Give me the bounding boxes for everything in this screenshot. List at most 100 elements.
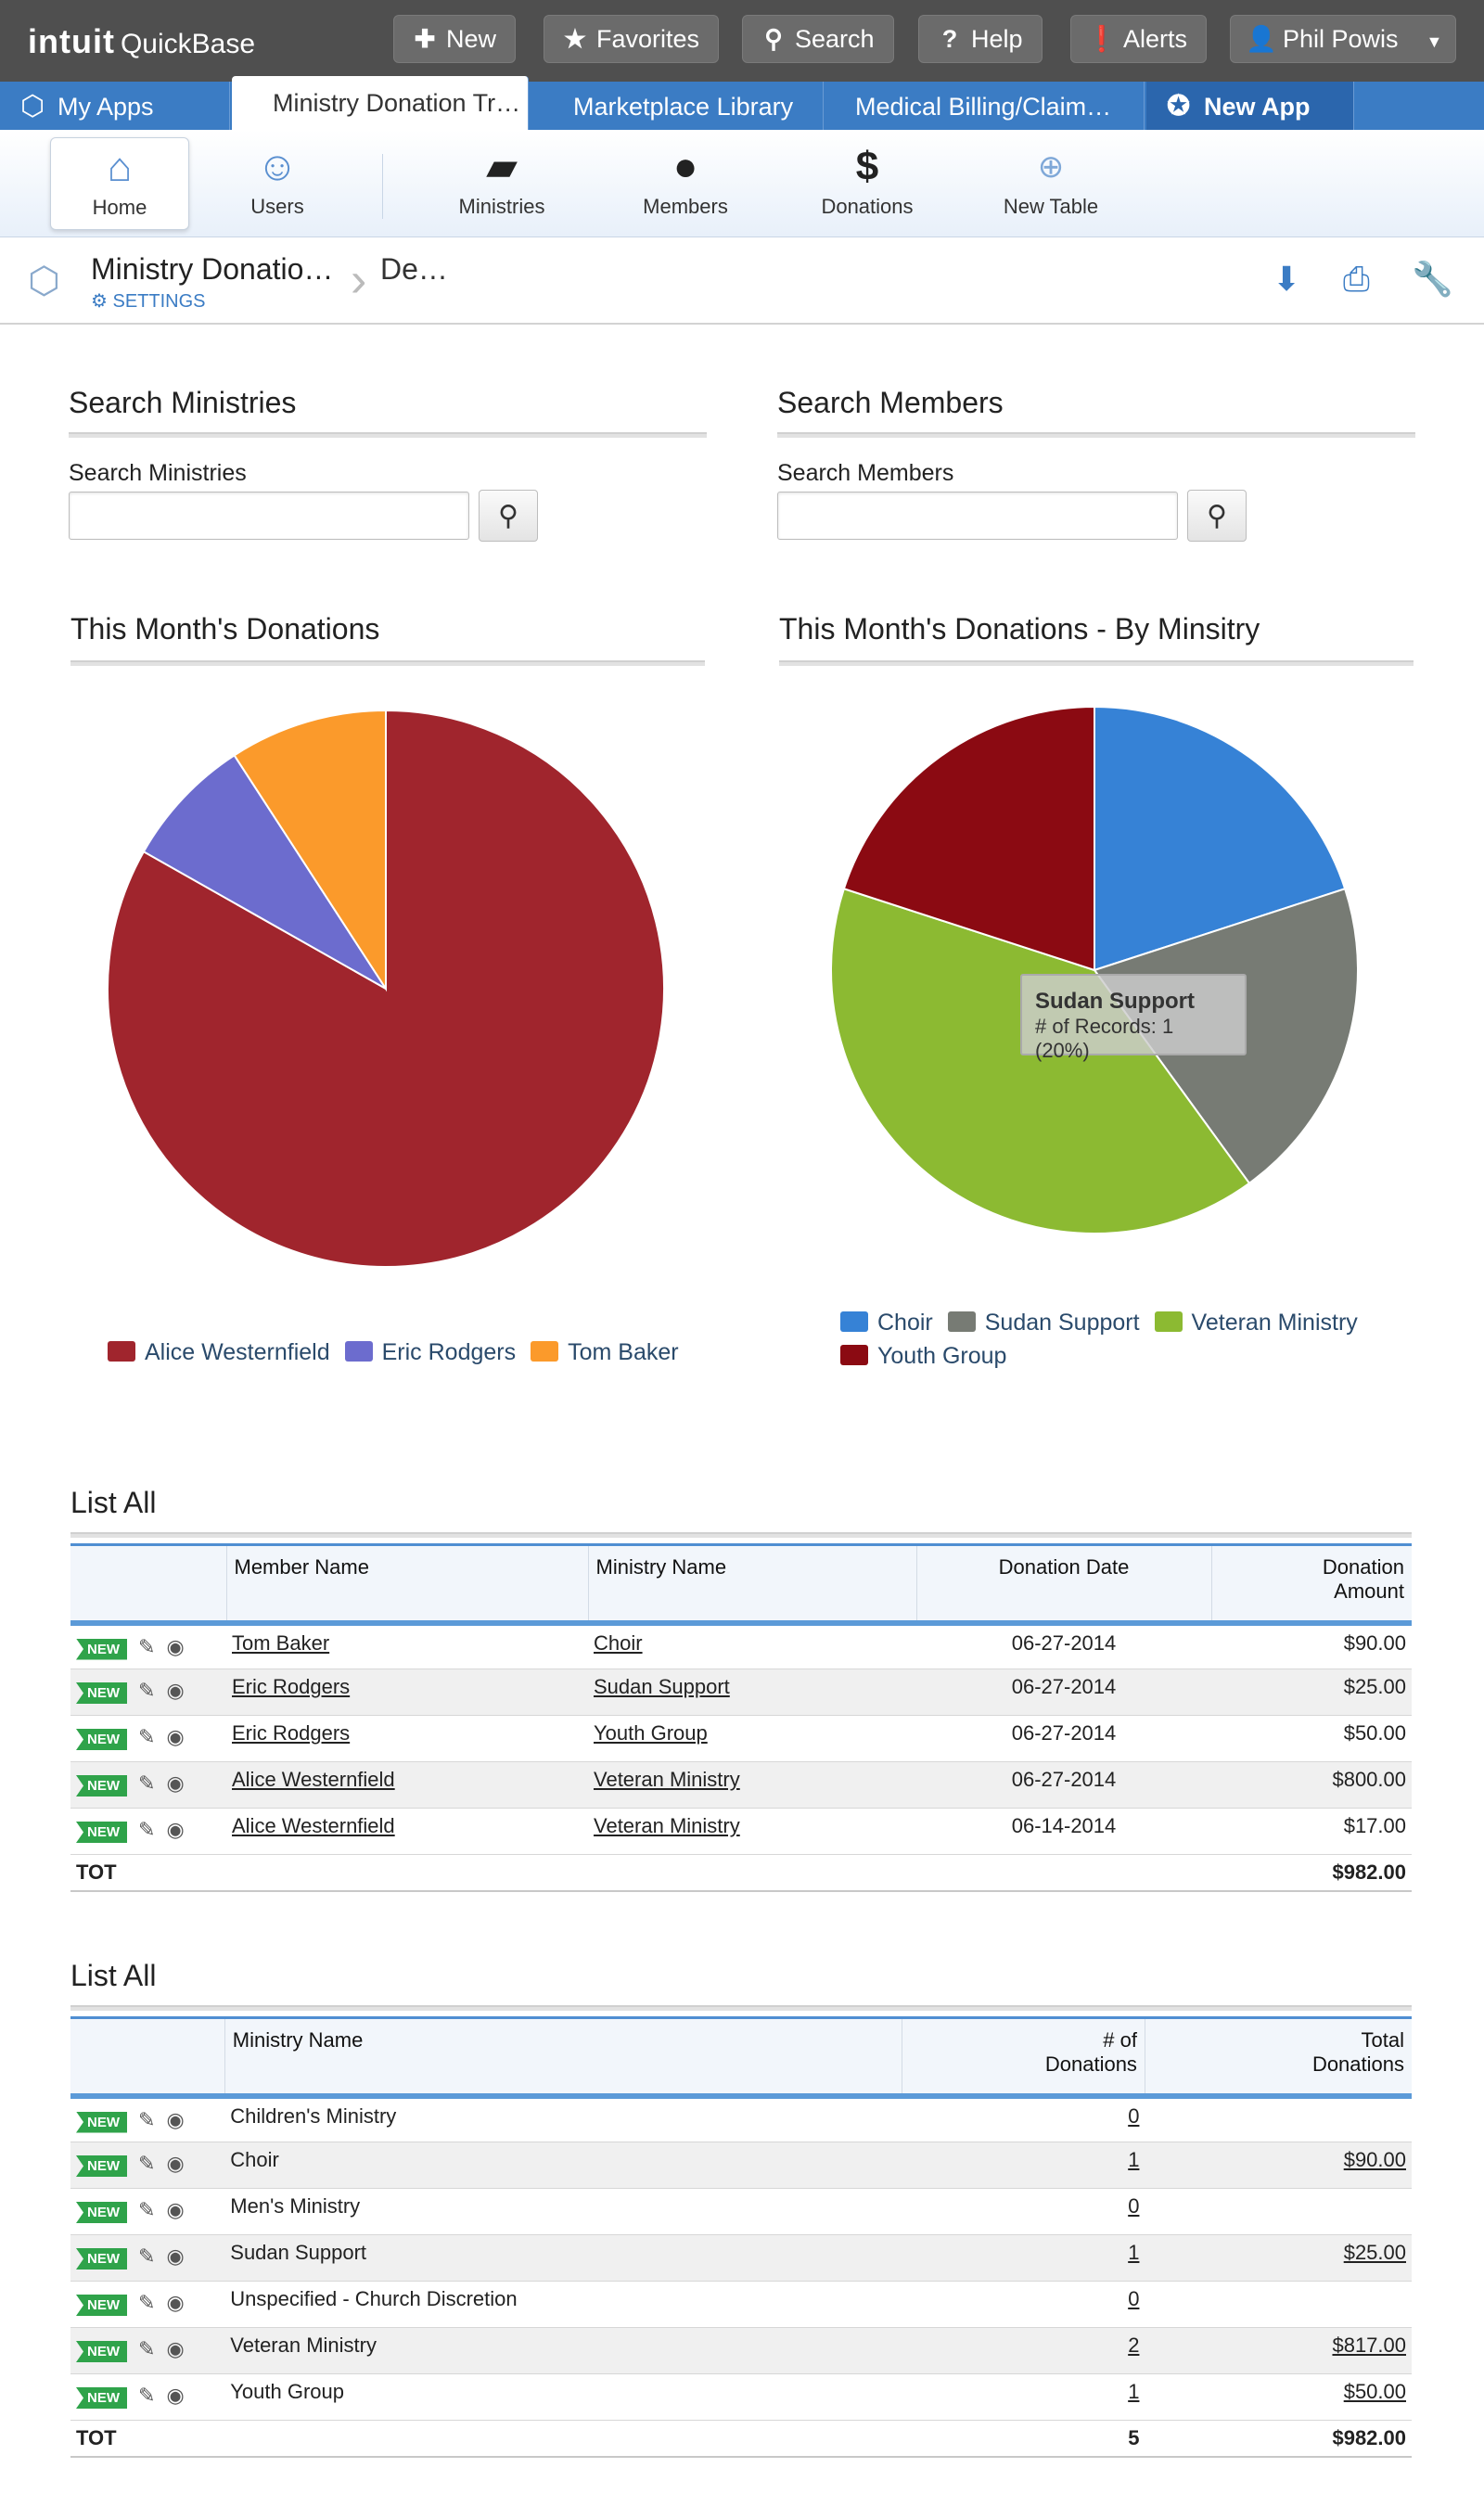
total-donations-header[interactable]: Total Donations <box>1144 2016 1412 2099</box>
donation-amount-header[interactable]: Donation Amount <box>1210 1543 1412 1626</box>
new-record-badge[interactable]: NEW <box>76 1638 127 1660</box>
member-name-cell[interactable]: Alice Westernfield <box>226 1808 588 1855</box>
nav-members[interactable]: ● Members <box>616 137 755 230</box>
nav-ministries[interactable]: ▰ Ministries <box>432 137 571 230</box>
donation-count-cell[interactable]: 1 <box>902 2373 1145 2421</box>
ministry-name-header[interactable]: Ministry Name <box>224 2016 902 2099</box>
settings-link[interactable]: ⚙ SETTINGS <box>91 291 206 312</box>
legend-item[interactable]: Youth Group <box>840 1339 1006 1373</box>
tab-medical-billing[interactable]: Medical Billing/Claim… <box>825 82 1145 130</box>
pencil-icon[interactable]: ✎ <box>138 2384 156 2407</box>
donation-date-header[interactable]: Donation Date <box>915 1543 1211 1626</box>
member-name-cell[interactable]: Eric Rodgers <box>226 1669 588 1716</box>
eye-icon[interactable]: ◉ <box>166 1818 185 1841</box>
eye-icon[interactable]: ◉ <box>166 2198 185 2221</box>
member-name-cell[interactable]: Alice Westernfield <box>226 1761 588 1809</box>
total-donations-cell[interactable]: $25.00 <box>1145 2234 1412 2282</box>
new-record-badge[interactable]: NEW <box>76 2295 127 2316</box>
member-name-cell[interactable]: Eric Rodgers <box>226 1715 588 1762</box>
new-button[interactable]: ✚ New <box>393 15 517 63</box>
tab-my-apps[interactable]: ⬡ My Apps <box>0 82 230 130</box>
pencil-icon[interactable]: ✎ <box>138 2337 156 2360</box>
tab-marketplace-library[interactable]: Marketplace Library <box>531 82 824 130</box>
ministry-name-cell[interactable]: Sudan Support <box>588 1669 916 1716</box>
search-members-input[interactable] <box>777 492 1178 540</box>
legend-item[interactable]: Tom Baker <box>531 1339 679 1366</box>
member-name-header[interactable]: Member Name <box>225 1543 588 1626</box>
pencil-icon[interactable]: ✎ <box>138 2152 156 2175</box>
eye-icon[interactable]: ◉ <box>166 1634 185 1658</box>
ministry-name-cell[interactable]: Choir <box>588 1622 916 1669</box>
pencil-icon[interactable]: ✎ <box>138 1634 156 1658</box>
print-icon[interactable]: ⎙ <box>1343 260 1370 298</box>
pencil-icon[interactable]: ✎ <box>138 2291 156 2314</box>
eye-icon[interactable]: ◉ <box>166 1771 185 1795</box>
new-record-badge[interactable]: NEW <box>76 2202 127 2223</box>
donation-count-cell[interactable]: 0 <box>902 2095 1145 2142</box>
new-record-badge[interactable]: NEW <box>76 1822 127 1843</box>
ministry-slice-youth-group[interactable] <box>842 705 1095 972</box>
eye-icon[interactable]: ◉ <box>166 2384 185 2407</box>
nav-home[interactable]: ⌂ Home <box>50 137 189 230</box>
donations-slice-eric-rodgers[interactable] <box>142 753 387 990</box>
search-button[interactable]: ⚲ Search <box>742 15 894 63</box>
new-record-badge[interactable]: NEW <box>76 2155 127 2177</box>
donation-count-header[interactable]: # of Donations <box>902 2016 1145 2099</box>
nav-users[interactable]: ☺ Users <box>208 137 347 230</box>
ministry-slice-choir[interactable] <box>1094 705 1347 972</box>
search-ministries-button[interactable]: ⚲ <box>479 490 538 542</box>
wrench-icon[interactable]: 🔧 <box>1412 260 1453 298</box>
eye-icon[interactable]: ◉ <box>166 2152 185 2175</box>
total-donations-cell[interactable]: $50.00 <box>1145 2373 1412 2421</box>
ministry-slice-veteran-ministry[interactable] <box>830 887 1251 1234</box>
total-donations-cell[interactable] <box>1145 2281 1412 2328</box>
ministry-name-header[interactable]: Ministry Name <box>587 1543 916 1626</box>
pencil-icon[interactable]: ✎ <box>138 1818 156 1841</box>
pencil-icon[interactable]: ✎ <box>138 2244 156 2268</box>
pencil-icon[interactable]: ✎ <box>138 2198 156 2221</box>
pencil-icon[interactable]: ✎ <box>138 2107 156 2131</box>
pencil-icon[interactable]: ✎ <box>138 1771 156 1795</box>
search-members-button[interactable]: ⚲ <box>1187 490 1247 542</box>
download-icon[interactable]: ⬇ <box>1273 260 1301 298</box>
total-donations-cell[interactable]: $817.00 <box>1145 2327 1412 2374</box>
donation-count-cell[interactable]: 0 <box>902 2188 1145 2235</box>
search-ministries-input[interactable] <box>69 492 469 540</box>
legend-item[interactable]: Alice Westernfield <box>108 1339 330 1366</box>
tab-new-app[interactable]: ✪ New App <box>1146 82 1354 130</box>
donation-count-cell[interactable]: 0 <box>902 2281 1145 2328</box>
new-record-badge[interactable]: NEW <box>76 2341 127 2362</box>
new-record-badge[interactable]: NEW <box>76 2248 127 2270</box>
user-menu-button[interactable]: 👤 Phil Powis ▼ <box>1230 15 1456 63</box>
new-record-badge[interactable]: NEW <box>76 2111 127 2133</box>
new-record-badge[interactable]: NEW <box>76 1775 127 1797</box>
eye-icon[interactable]: ◉ <box>166 2337 185 2360</box>
member-name-cell[interactable]: Tom Baker <box>226 1622 588 1669</box>
donation-count-cell[interactable]: 1 <box>902 2234 1145 2282</box>
eye-icon[interactable]: ◉ <box>166 1679 185 1702</box>
new-record-badge[interactable]: NEW <box>76 1729 127 1750</box>
legend-item[interactable]: Veteran Ministry <box>1154 1306 1358 1339</box>
total-donations-cell[interactable] <box>1145 2095 1412 2142</box>
eye-icon[interactable]: ◉ <box>166 1725 185 1748</box>
total-donations-cell[interactable]: $90.00 <box>1145 2142 1412 2189</box>
eye-icon[interactable]: ◉ <box>166 2107 185 2131</box>
ministry-name-cell[interactable]: Veteran Ministry <box>588 1761 916 1809</box>
eye-icon[interactable]: ◉ <box>166 2291 185 2314</box>
legend-item[interactable]: Eric Rodgers <box>344 1339 516 1366</box>
donations-slice-tom-baker[interactable] <box>233 709 387 992</box>
new-record-badge[interactable]: NEW <box>76 1682 127 1704</box>
total-donations-cell[interactable] <box>1145 2188 1412 2235</box>
ministry-name-cell[interactable]: Veteran Ministry <box>588 1808 916 1855</box>
donation-count-cell[interactable]: 1 <box>902 2142 1145 2189</box>
legend-item[interactable]: Choir <box>840 1306 933 1339</box>
nav-new-table[interactable]: ⊕ New Table <box>981 137 1120 230</box>
pencil-icon[interactable]: ✎ <box>138 1679 156 1702</box>
tab-ministry-donation[interactable]: Ministry Donation Tr… <box>232 76 529 130</box>
new-record-badge[interactable]: NEW <box>76 2387 127 2409</box>
legend-item[interactable]: Sudan Support <box>947 1306 1140 1339</box>
quickbase-logo[interactable]: intuit QuickBase <box>28 22 255 61</box>
nav-donations[interactable]: $ Donations <box>798 137 937 230</box>
favorites-button[interactable]: ★ Favorites <box>544 15 720 63</box>
eye-icon[interactable]: ◉ <box>166 2244 185 2268</box>
